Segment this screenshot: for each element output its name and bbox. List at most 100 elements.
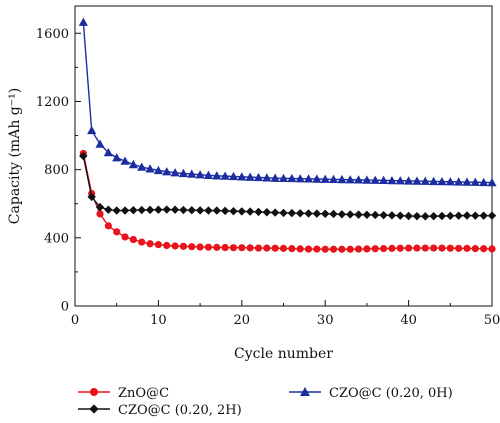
data-point (363, 245, 371, 253)
data-point (387, 211, 397, 220)
legend-label: ZnO@C (118, 386, 169, 401)
data-point (312, 209, 322, 218)
data-point (471, 244, 479, 253)
x-tick-label: 0 (71, 313, 79, 328)
data-point (471, 211, 480, 220)
y-tick-label: 0 (61, 300, 69, 315)
data-point (229, 244, 238, 252)
legend-label: CZO@C (0.20, 0H) (329, 386, 453, 401)
data-point (312, 174, 322, 183)
data-point (488, 245, 496, 253)
data-point (163, 241, 171, 250)
data-point (195, 206, 205, 215)
data-point (96, 210, 104, 218)
data-point (404, 176, 414, 185)
data-point (138, 238, 146, 246)
data-point (279, 208, 288, 218)
data-point (120, 206, 130, 215)
data-point (303, 174, 314, 183)
data-point (463, 244, 471, 252)
data-point (162, 205, 171, 214)
data-point (78, 17, 88, 26)
data-point (220, 171, 230, 180)
data-point (212, 171, 222, 180)
data-point (362, 175, 372, 184)
data-point (337, 210, 347, 219)
data-point (263, 244, 271, 252)
data-point (429, 176, 439, 186)
data-point (388, 244, 396, 252)
data-point (203, 170, 214, 179)
data-point (253, 172, 264, 182)
data-point (279, 244, 288, 252)
data-point (229, 207, 238, 216)
data-point (346, 245, 354, 253)
data-point (421, 212, 430, 221)
data-point (129, 206, 138, 215)
data-point (121, 233, 129, 241)
data-point (104, 222, 112, 230)
legend-label: CZO@C (0.20, 2H) (118, 403, 242, 418)
data-point (304, 245, 313, 253)
data-point (187, 169, 197, 178)
data-point (237, 207, 246, 216)
data-point (479, 177, 489, 187)
data-point (179, 242, 188, 250)
x-tick-label: 40 (400, 313, 417, 328)
data-point (95, 202, 105, 212)
data-point (245, 207, 255, 216)
data-point (146, 240, 154, 248)
legend: ZnO@C CZO@C (0.20, 0H) CZO@C (0.20, 2H) (78, 386, 453, 418)
data-point (454, 177, 464, 186)
data-point (454, 211, 463, 220)
data-point (228, 171, 239, 181)
data-point (178, 168, 189, 178)
data-point (430, 244, 438, 252)
data-point (170, 168, 180, 177)
data-point (338, 245, 346, 253)
data-point (412, 211, 422, 221)
data-point (321, 209, 330, 218)
data-point (104, 205, 113, 214)
data-point (270, 208, 280, 217)
data-point (271, 244, 279, 252)
data-point (405, 244, 413, 252)
data-point (270, 173, 280, 182)
legend-marker (89, 404, 99, 414)
data-point (462, 211, 472, 220)
data-point (328, 174, 339, 184)
y-tick-label: 1200 (36, 95, 69, 110)
data-point (220, 206, 230, 216)
legend-entry: CZO@C (0.20, 0H) (289, 386, 453, 401)
data-point (154, 241, 162, 249)
data-point (287, 173, 297, 183)
data-point (79, 151, 88, 161)
data-point (321, 245, 329, 253)
data-point (445, 177, 455, 186)
data-point (462, 177, 472, 186)
data-point (145, 164, 155, 173)
data-point (421, 244, 429, 252)
data-point (213, 243, 221, 251)
data-point (154, 205, 163, 214)
y-tick-label: 400 (44, 231, 69, 246)
data-point (212, 206, 221, 215)
data-point (480, 245, 488, 253)
data-point (438, 244, 446, 252)
plot-series (78, 17, 497, 253)
plot-frame (74, 5, 493, 307)
data-point (112, 206, 121, 215)
data-point (354, 210, 363, 219)
x-tick-label: 50 (484, 313, 500, 328)
data-point (262, 173, 272, 182)
data-point (396, 211, 405, 220)
data-point (112, 153, 122, 162)
data-point (179, 205, 188, 215)
data-point (346, 210, 355, 219)
data-point (395, 176, 405, 185)
data-point (87, 192, 96, 202)
data-point (437, 211, 447, 221)
data-point (413, 244, 421, 252)
data-point (95, 139, 105, 148)
series-line (82, 22, 493, 184)
